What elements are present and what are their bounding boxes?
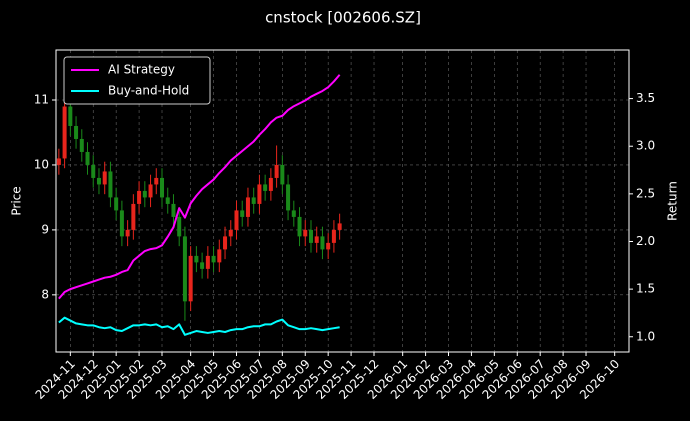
candle-body	[114, 197, 119, 211]
y2-tick-label: 2.5	[636, 186, 655, 200]
y-tick-label: 10	[34, 157, 49, 171]
candle-body	[251, 197, 256, 204]
candle-body	[131, 203, 136, 230]
candle-body	[91, 164, 96, 178]
y2-tick-label: 3.5	[636, 91, 655, 105]
candle-body	[194, 255, 199, 263]
candle-body	[223, 236, 228, 250]
candle-body	[148, 184, 153, 198]
candle-body	[68, 106, 73, 126]
candle-body	[74, 125, 79, 139]
candle-body	[245, 197, 250, 217]
candle-body	[280, 164, 285, 185]
candle-body	[257, 184, 262, 204]
candle-body	[165, 197, 170, 204]
candle-body	[171, 203, 176, 217]
y2-axis-label: Return	[666, 181, 680, 221]
candle-body	[331, 229, 336, 243]
candle-body	[308, 229, 313, 243]
candle-body	[96, 177, 101, 185]
chart-title: cnstock [002606.SZ]	[265, 9, 421, 27]
candle-body	[314, 236, 319, 243]
legend-label: AI Strategy	[108, 63, 175, 77]
candle-body	[85, 151, 90, 165]
candle-body	[274, 164, 279, 178]
candle-body	[62, 106, 67, 159]
candle-body	[119, 210, 124, 237]
candle-body	[79, 138, 84, 152]
candle-body	[205, 255, 210, 269]
candle-body	[102, 171, 107, 185]
candle-body	[326, 242, 331, 250]
candle-body	[217, 249, 222, 263]
candle-body	[200, 262, 205, 269]
line-series	[58, 74, 341, 300]
candle-body	[188, 255, 193, 302]
legend-box	[63, 56, 211, 105]
candle-body	[297, 216, 302, 237]
candle-body	[142, 190, 147, 198]
candle-body	[291, 210, 296, 217]
candle-body	[137, 190, 142, 204]
y2-tick-label: 1.5	[636, 282, 655, 296]
y-tick-label: 8	[41, 287, 49, 301]
candle-body	[211, 255, 216, 263]
candle-body	[125, 229, 130, 237]
candle-body	[108, 171, 113, 198]
candle-body	[159, 177, 165, 198]
candle-body	[263, 184, 268, 191]
y-tick-label: 11	[34, 93, 49, 107]
candle-body	[182, 236, 187, 302]
candle-body	[234, 210, 239, 230]
y2-tick-label: 3.0	[636, 139, 655, 153]
candle-body	[303, 229, 308, 237]
line-series	[58, 316, 340, 336]
y-axis-label: Price	[10, 186, 24, 215]
plot-frame	[55, 49, 630, 353]
y2-tick-label: 2.0	[636, 234, 655, 248]
candle-body	[154, 177, 159, 185]
candle-body	[177, 216, 182, 237]
candle-body	[56, 158, 61, 165]
legend-label: Buy-and-Hold	[108, 84, 189, 98]
candle-body	[337, 223, 342, 230]
candle-body	[320, 236, 325, 250]
candle-body	[240, 210, 245, 217]
y-tick-label: 9	[41, 222, 49, 236]
y2-tick-label: 1.0	[636, 329, 655, 343]
candle-body	[286, 184, 291, 211]
candle-body	[268, 177, 273, 191]
candle-body	[228, 229, 233, 237]
